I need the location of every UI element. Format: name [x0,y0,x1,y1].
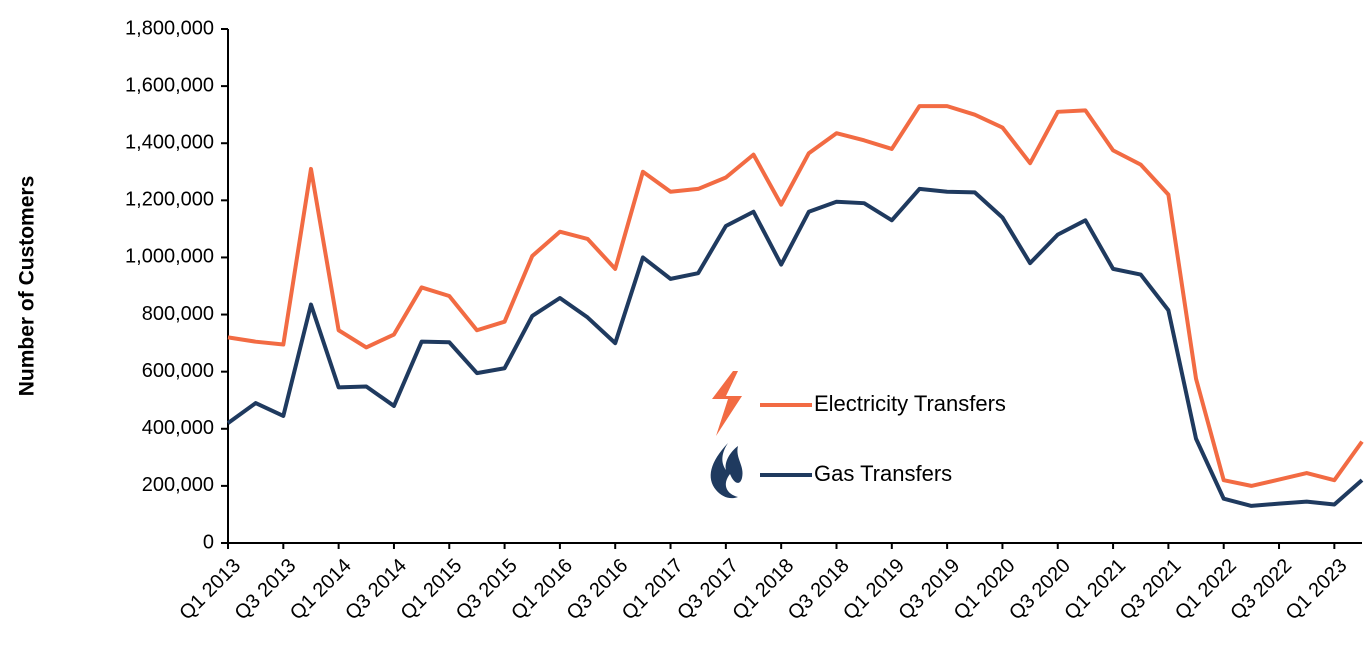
y-tick-label: 400,000 [142,417,214,439]
y-tick-label: 1,200,000 [125,189,214,211]
legend-label: Gas Transfers [814,461,952,486]
x-tick-label: Q1 2023 [1282,555,1352,625]
y-tick-label: 800,000 [142,303,214,325]
y-tick-label: 1,600,000 [125,74,214,96]
series-line [227,104,1364,488]
y-tick-label: 0 [203,531,214,553]
y-axis-title: Number of Customers [16,176,39,397]
y-tick-label: 1,800,000 [125,17,214,39]
gas-icon [710,443,743,499]
y-tick-label: 600,000 [142,360,214,382]
legend-label: Electricity Transfers [814,391,1006,416]
y-tick-label: 1,000,000 [125,246,214,268]
y-tick-label: 200,000 [142,474,214,496]
series-line [226,186,1364,508]
y-tick-label: 1,400,000 [125,132,214,154]
electricity-icon [712,371,742,436]
